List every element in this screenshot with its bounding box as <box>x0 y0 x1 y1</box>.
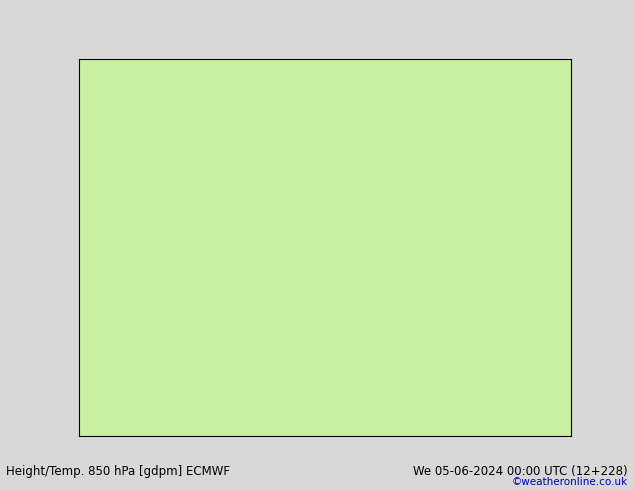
Text: Height/Temp. 850 hPa [gdpm] ECMWF: Height/Temp. 850 hPa [gdpm] ECMWF <box>6 466 230 478</box>
Text: ©weatheronline.co.uk: ©weatheronline.co.uk <box>512 477 628 487</box>
Text: We 05-06-2024 00:00 UTC (12+228): We 05-06-2024 00:00 UTC (12+228) <box>413 466 628 478</box>
